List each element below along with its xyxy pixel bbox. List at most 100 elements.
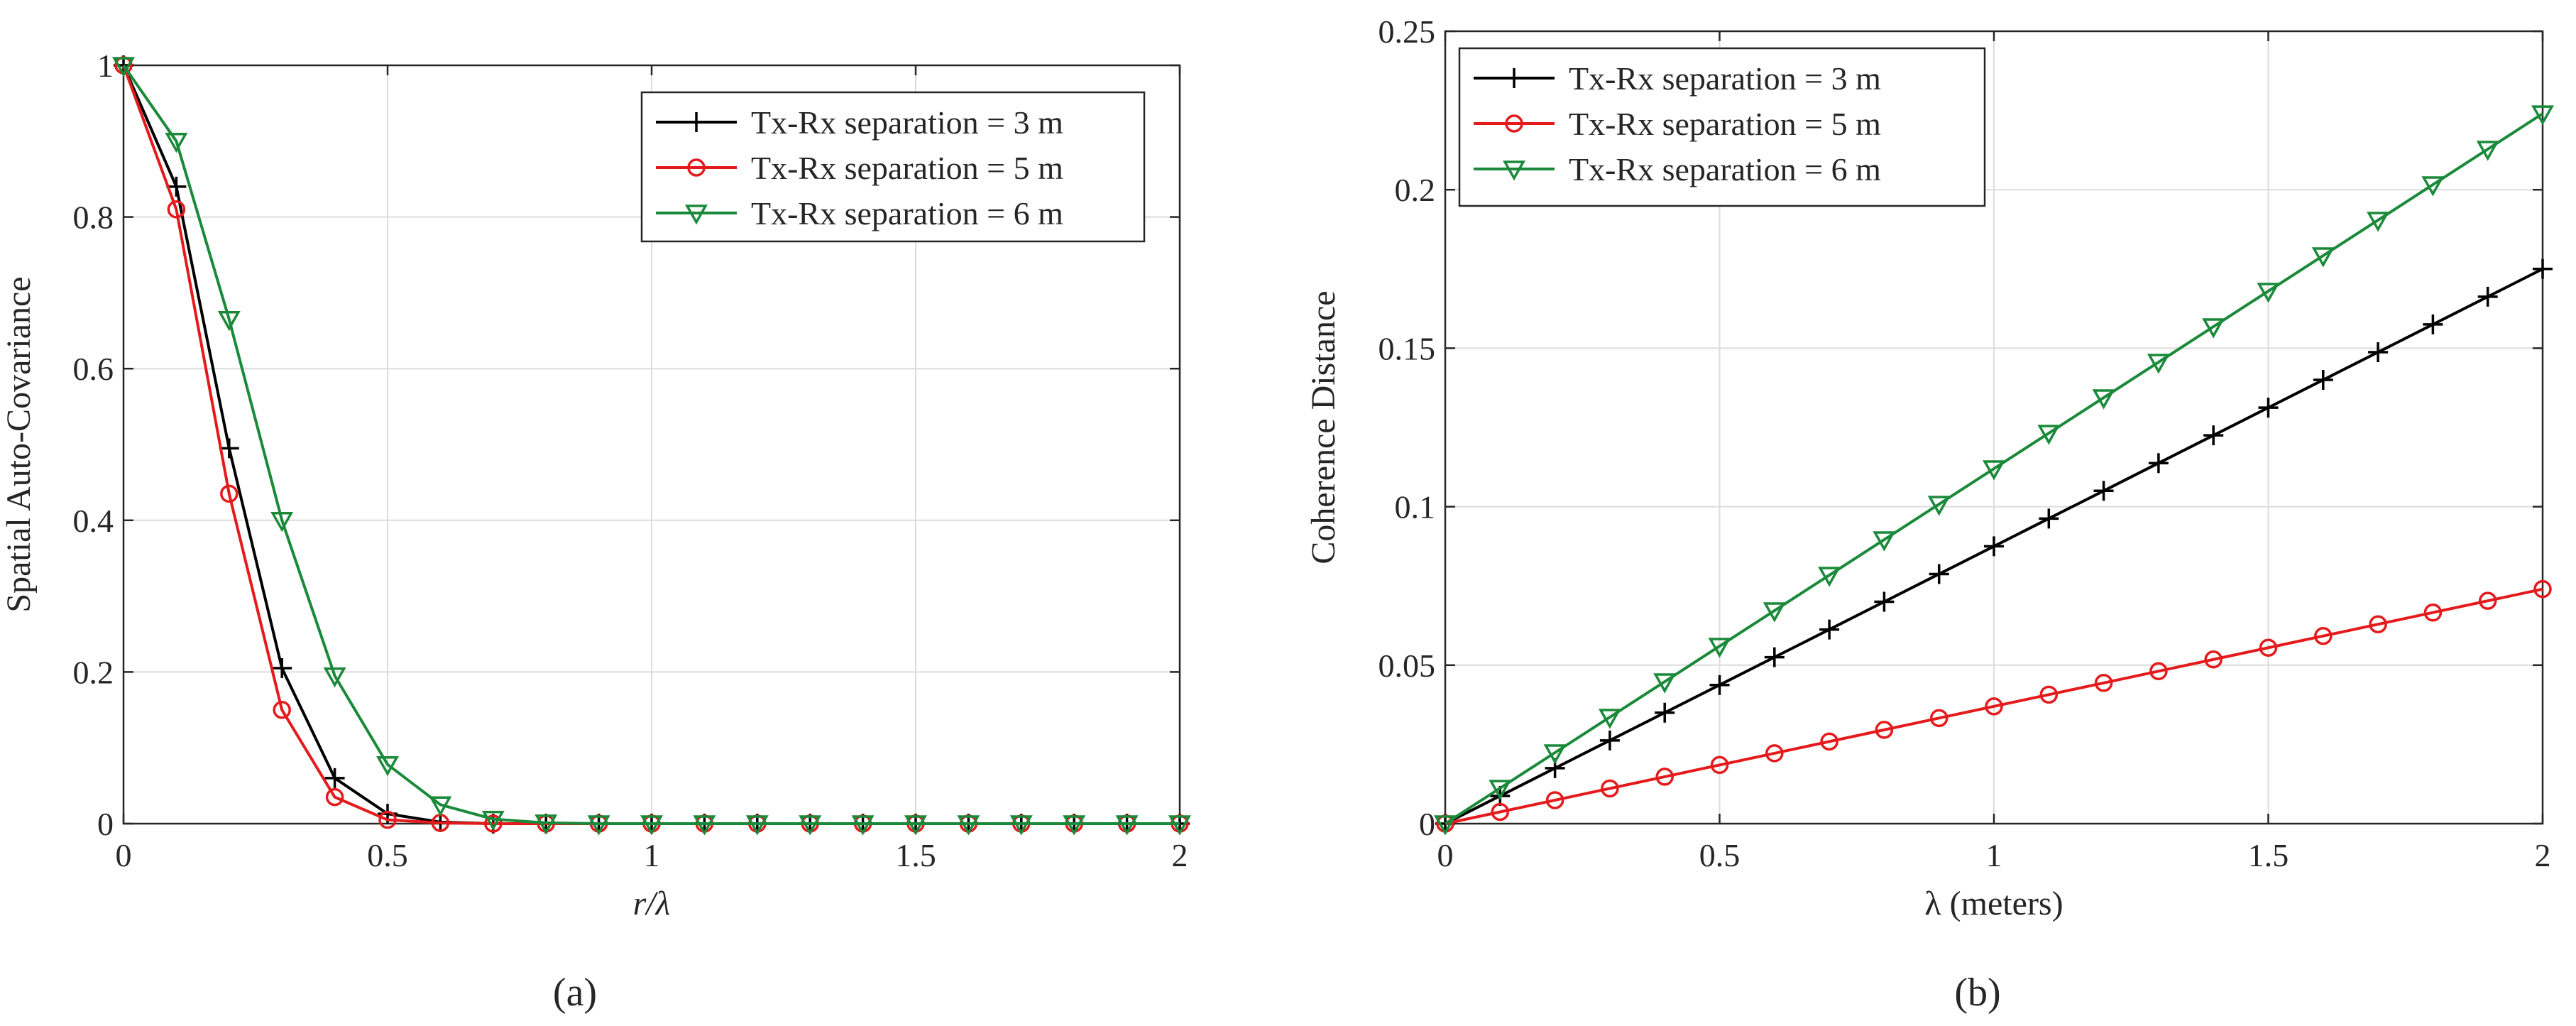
- data-point: [2423, 314, 2443, 334]
- data-point: [693, 815, 716, 836]
- legend-entry: Tx-Rx separation = 5 m: [1474, 106, 1881, 142]
- data-point: [1818, 567, 1841, 587]
- data-point: [1764, 647, 1785, 667]
- data-point: [2533, 579, 2552, 599]
- legend-box: [1458, 47, 1986, 207]
- data-point: [587, 815, 610, 836]
- legend-entry: Tx-Rx separation = 3 m: [1474, 60, 1881, 97]
- data-point: [1927, 496, 1951, 516]
- x-tick-label: 0.5: [367, 837, 408, 873]
- legend-marker: [1503, 160, 1525, 181]
- y-tick-label: 0.4: [73, 503, 114, 539]
- data-point: [1710, 755, 1729, 775]
- data-point: [745, 815, 769, 836]
- data-point: [112, 57, 135, 77]
- panel-a: 0 0.5 1 1.5 2 0 0.2 0.4 0.6 0.8 1 r/λ Spatial Auto-C…: [0, 48, 1191, 1015]
- data-point: [1655, 702, 1675, 723]
- data-point: [2369, 615, 2387, 633]
- data-point: [851, 815, 875, 836]
- data-point: [2092, 389, 2115, 410]
- data-point: [1820, 732, 1838, 751]
- series-3: [112, 57, 1191, 836]
- data-point: [2367, 212, 2390, 232]
- x-tick-label: 0.5: [1699, 837, 1741, 873]
- data-point: [1873, 531, 1896, 552]
- data-point: [1545, 791, 1564, 809]
- data-point: [167, 200, 186, 219]
- data-point: [429, 796, 452, 817]
- data-point: [1983, 460, 2005, 481]
- legend-marker: [687, 158, 706, 177]
- x-tick-label: 0: [1437, 837, 1454, 873]
- data-point: [481, 810, 505, 831]
- y-tick-label: 0.05: [1379, 648, 1436, 684]
- data-point: [2478, 591, 2497, 610]
- data-point: [2094, 674, 2113, 692]
- data-point: [2037, 425, 2061, 445]
- y-tick-label: 0: [1419, 806, 1435, 842]
- data-point: [1168, 815, 1191, 836]
- legend-label: Tx-Rx separation = 6 m: [1569, 151, 1881, 187]
- data-point: [323, 667, 346, 688]
- data-point: [2533, 258, 2553, 279]
- legend: Tx-Rx separation = 3 m Tx-Rx separation =…: [640, 91, 1146, 243]
- x-tick-label: 2: [2535, 837, 2551, 873]
- data-point: [2147, 354, 2170, 374]
- data-point: [2476, 141, 2499, 161]
- data-point: [2202, 318, 2225, 339]
- series-line: [1445, 587, 2543, 825]
- data-point: [2093, 481, 2114, 501]
- legend-marker: [686, 112, 706, 132]
- data-point: [1434, 815, 1457, 836]
- data-point: [2314, 626, 2333, 645]
- data-point: [1874, 591, 1895, 612]
- data-point: [217, 311, 241, 332]
- data-point: [2259, 638, 2278, 657]
- y-tick-label: 0.25: [1379, 13, 1436, 50]
- data-point: [165, 133, 188, 153]
- y-axis-label: Spatial Auto-Covariance: [0, 276, 38, 612]
- data-point: [270, 512, 294, 533]
- data-point: [2311, 247, 2335, 268]
- data-point: [2257, 283, 2280, 303]
- data-point: [1984, 536, 2004, 557]
- legend-entry: Tx-Rx separation = 5 m: [656, 150, 1063, 186]
- x-tick-label: 1.5: [895, 837, 936, 873]
- legend-entry: Tx-Rx separation = 6 m: [656, 195, 1063, 231]
- data-point: [325, 787, 344, 807]
- data-point: [2368, 342, 2389, 362]
- data-point: [219, 438, 239, 459]
- x-tick-label: 1: [644, 837, 660, 873]
- y-tick-label: 0.1: [1395, 489, 1436, 525]
- x-tick-label: 2: [1172, 837, 1188, 873]
- y-tick-label: 0: [97, 806, 114, 842]
- data-point: [272, 658, 292, 679]
- y-axis-label: Coherence Distance: [1305, 290, 1342, 564]
- data-point: [1598, 709, 1621, 729]
- data-point: [2204, 650, 2223, 669]
- x-axis-label: λ (meters): [1924, 885, 2063, 922]
- data-point: [273, 701, 291, 719]
- data-point: [2421, 176, 2445, 197]
- data-point: [1063, 815, 1086, 836]
- data-point: [1985, 697, 2003, 716]
- x-tick-label: 0: [116, 837, 132, 873]
- x-tick-label: 1: [1986, 837, 2002, 873]
- data-point: [484, 814, 503, 833]
- legend-label: Tx-Rx separation = 3 m: [751, 104, 1063, 141]
- data-point: [1819, 619, 1840, 640]
- y-tick-label: 0.2: [1395, 172, 1436, 208]
- series-line: [1444, 112, 2544, 825]
- data-point: [2258, 398, 2279, 418]
- legend-marker: [1505, 114, 1523, 133]
- data-point: [1489, 780, 1512, 800]
- y-tick-label: 1: [97, 48, 114, 84]
- data-point: [2149, 662, 2168, 681]
- data-point: [1709, 675, 1730, 695]
- data-point: [1115, 815, 1139, 836]
- data-point: [1875, 721, 1894, 739]
- data-point: [2203, 425, 2224, 446]
- data-point: [1929, 564, 1949, 584]
- panel-caption: (a): [553, 971, 597, 1015]
